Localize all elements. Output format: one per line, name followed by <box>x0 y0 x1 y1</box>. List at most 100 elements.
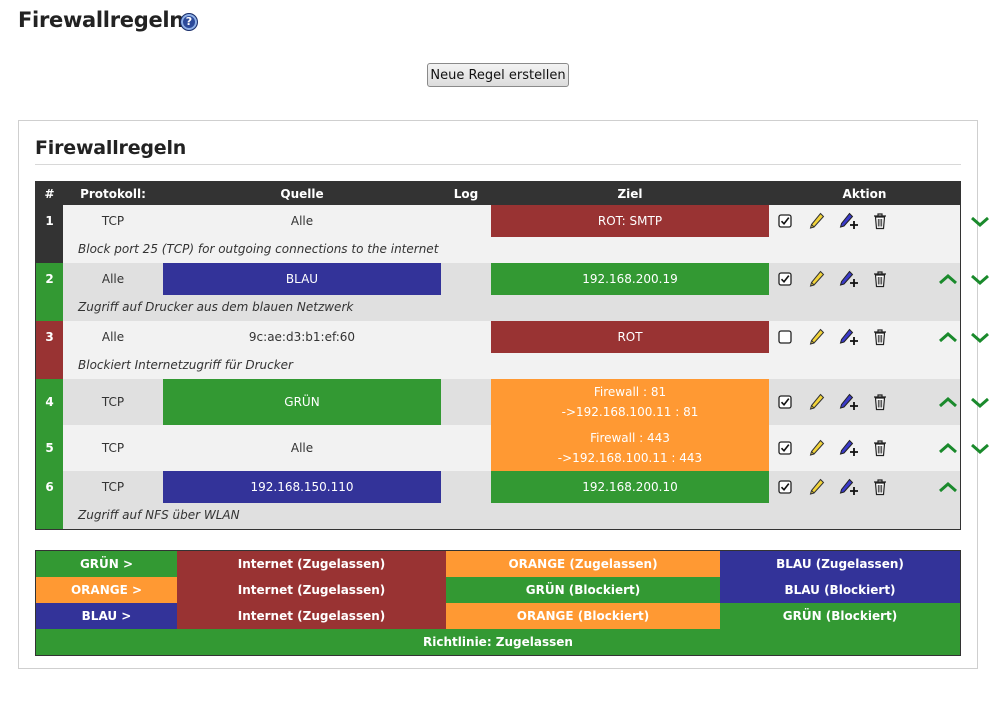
panel-title: Firewallregeln <box>35 137 187 159</box>
copy-pencil-icon[interactable] <box>839 328 859 346</box>
legend-cell: GRÜN (Blockiert) <box>720 603 960 629</box>
copy-pencil-icon[interactable] <box>839 478 859 496</box>
enable-checkbox-icon[interactable] <box>778 480 792 494</box>
trash-icon[interactable] <box>872 439 888 457</box>
arrow-up-icon[interactable] <box>938 396 958 408</box>
rule-number-text: 2 <box>45 272 54 286</box>
legend-green-label: GRÜN > <box>36 551 177 577</box>
rule-number-text: 6 <box>45 480 54 494</box>
rule-number-text: 1 <box>45 214 54 228</box>
table-row: Alle 9c:ae:d3:b1:ef:60 ROT Blockiert Int… <box>63 321 960 379</box>
enable-checkbox-icon[interactable] <box>778 214 792 228</box>
header-action: Aktion <box>842 187 887 201</box>
rule-number: 1 <box>36 205 63 263</box>
table-row: TCP GRÜN Firewall : 81 ->192.168.100.11 … <box>63 379 960 425</box>
target-cell: ROT <box>491 321 769 353</box>
arrow-up-icon[interactable] <box>938 273 958 285</box>
arrow-up-icon[interactable] <box>938 331 958 343</box>
target-cell: Firewall : 443 ->192.168.100.11 : 443 <box>491 425 769 471</box>
rule-remark: Zugriff auf NFS über WLAN <box>78 508 240 522</box>
pencil-icon[interactable] <box>808 212 826 230</box>
enable-checkbox-icon[interactable] <box>778 272 792 286</box>
arrow-down-icon[interactable] <box>970 397 990 409</box>
table-row: TCP 192.168.150.110 192.168.200.10 Zugri… <box>63 471 960 529</box>
pencil-icon[interactable] <box>808 439 826 457</box>
header-num: # <box>44 187 55 201</box>
rule-number-group: 4 5 6 <box>36 379 63 529</box>
header-target: Ziel <box>617 187 643 201</box>
copy-pencil-icon[interactable] <box>839 212 859 230</box>
legend-cell: ORANGE (Zugelassen) <box>446 551 720 577</box>
source-cell: BLAU <box>163 263 441 295</box>
target-cell: 192.168.200.19 <box>491 263 769 295</box>
legend-cell: Internet (Zugelassen) <box>237 557 386 571</box>
rule-number-text: 4 <box>45 395 54 409</box>
source-cell: 192.168.150.110 <box>163 471 441 503</box>
target-cell: ROT: SMTP <box>491 205 769 237</box>
protocol-cell: TCP <box>101 395 125 409</box>
rule-number: 3 <box>36 321 63 379</box>
source-cell: Alle <box>290 441 314 455</box>
source-cell: 9c:ae:d3:b1:ef:60 <box>248 330 356 344</box>
legend-blue-label: BLAU > <box>36 603 177 629</box>
copy-pencil-icon[interactable] <box>839 270 859 288</box>
pencil-icon[interactable] <box>808 328 826 346</box>
legend-cell: BLAU (Zugelassen) <box>720 551 960 577</box>
enable-checkbox-icon[interactable] <box>778 395 792 409</box>
new-rule-button[interactable]: Neue Regel erstellen <box>427 63 569 87</box>
legend-policy: Richtlinie: Zugelassen <box>36 629 960 655</box>
source-cell: Alle <box>290 214 314 228</box>
page-title: Firewallregeln <box>18 8 184 32</box>
trash-icon[interactable] <box>872 212 888 230</box>
protocol-cell: TCP <box>101 441 125 455</box>
enable-checkbox-icon[interactable] <box>778 330 792 344</box>
legend-cell: ORANGE (Blockiert) <box>446 603 720 629</box>
pencil-icon[interactable] <box>808 270 826 288</box>
protocol-cell: Alle <box>101 330 125 344</box>
rule-number: 2 <box>36 263 63 321</box>
protocol-cell: TCP <box>101 480 125 494</box>
legend-cell: Internet (Zugelassen) <box>237 609 386 623</box>
legend-cell: Internet (Zugelassen) <box>237 583 386 597</box>
rule-number-text: 5 <box>45 441 54 455</box>
arrow-down-icon[interactable] <box>970 216 990 228</box>
legend-orange-label: ORANGE > <box>36 577 177 603</box>
trash-icon[interactable] <box>872 328 888 346</box>
arrow-up-icon[interactable] <box>938 442 958 454</box>
legend-internet-column: Internet (Zugelassen) Internet (Zugelass… <box>177 551 446 629</box>
rule-number-text: 3 <box>45 330 54 344</box>
header-protocol: Protokoll: <box>80 187 146 201</box>
arrow-down-icon[interactable] <box>970 274 990 286</box>
enable-checkbox-icon[interactable] <box>778 441 792 455</box>
rule-remark: Blockiert Internetzugriff für Drucker <box>78 358 293 372</box>
target-line-forward: ->192.168.100.11 : 81 <box>561 405 699 419</box>
arrow-down-icon[interactable] <box>970 332 990 344</box>
rule-remark: Zugriff auf Drucker aus dem blauen Netzw… <box>78 300 354 314</box>
arrow-up-icon[interactable] <box>938 481 958 493</box>
pencil-icon[interactable] <box>808 478 826 496</box>
header-log: Log <box>453 187 479 201</box>
protocol-cell: TCP <box>101 214 125 228</box>
trash-icon[interactable] <box>872 478 888 496</box>
copy-pencil-icon[interactable] <box>839 439 859 457</box>
legend-cell: BLAU (Blockiert) <box>720 577 960 603</box>
header-source: Quelle <box>280 187 324 201</box>
table-row: TCP Alle ROT: SMTP Block port 25 (TCP) f… <box>63 205 960 263</box>
help-icon[interactable]: ? <box>180 13 198 31</box>
arrow-down-icon[interactable] <box>970 443 990 455</box>
target-line: Firewall : 81 <box>593 385 667 399</box>
pencil-icon[interactable] <box>808 393 826 411</box>
source-cell: GRÜN <box>163 379 441 425</box>
table-row: Alle BLAU 192.168.200.19 Zugriff auf Dru… <box>63 263 960 321</box>
target-cell: Firewall : 81 ->192.168.100.11 : 81 <box>491 379 769 425</box>
target-cell: 192.168.200.10 <box>491 471 769 503</box>
trash-icon[interactable] <box>872 270 888 288</box>
target-line: Firewall : 443 <box>590 431 670 445</box>
target-line-forward: ->192.168.100.11 : 443 <box>557 451 703 465</box>
copy-pencil-icon[interactable] <box>839 393 859 411</box>
trash-icon[interactable] <box>872 393 888 411</box>
table-row: TCP Alle Firewall : 443 ->192.168.100.11… <box>63 425 960 471</box>
legend-cell: GRÜN (Blockiert) <box>446 577 720 603</box>
rule-remark: Block port 25 (TCP) for outgoing connect… <box>78 242 439 256</box>
table-header: # Protokoll: Quelle Log Ziel Aktion <box>36 182 960 205</box>
